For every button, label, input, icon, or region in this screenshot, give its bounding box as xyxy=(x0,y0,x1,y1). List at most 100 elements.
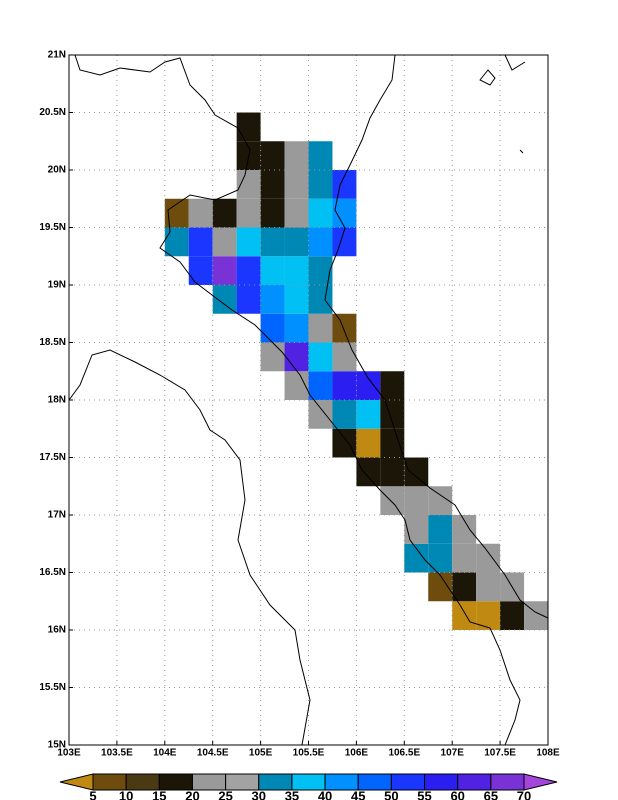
grid-cell xyxy=(332,428,357,458)
grid-cell xyxy=(380,400,405,429)
grid-cell xyxy=(308,141,333,170)
grid-cell xyxy=(188,256,213,285)
y-tick-label: 20N xyxy=(48,165,66,176)
grid-cell xyxy=(284,256,309,285)
colorbar-label: 25 xyxy=(218,788,232,800)
y-tick-label: 20.5N xyxy=(39,107,66,118)
geography xyxy=(68,54,549,746)
x-tick-label: 103.5E xyxy=(101,748,133,759)
grid-cell xyxy=(236,227,261,257)
y-tick-label: 19N xyxy=(48,280,66,291)
y-tick-label: 15N xyxy=(48,740,66,751)
grid-cell xyxy=(404,457,429,487)
grid-cell xyxy=(404,486,429,515)
grid-cell xyxy=(380,371,405,400)
grid-cell xyxy=(404,515,429,544)
grid-cell xyxy=(260,256,285,285)
grid-cell xyxy=(308,285,333,314)
colorbar-label: 50 xyxy=(384,788,398,800)
colorbar-label: 35 xyxy=(285,788,299,800)
grid-cell xyxy=(260,285,285,314)
grid-cell xyxy=(260,342,285,372)
cell-layer xyxy=(164,112,548,630)
grid-cell xyxy=(428,543,453,573)
y-tick-label: 18N xyxy=(48,395,66,406)
y-tick-label: 15.5N xyxy=(39,682,66,693)
grid-cell xyxy=(428,486,453,515)
grid-cell xyxy=(212,256,237,285)
grid-cell xyxy=(236,112,261,142)
grid-cell xyxy=(212,227,237,257)
grid-cell xyxy=(452,515,477,544)
grid-cell xyxy=(260,227,285,257)
y-tick-label: 21N xyxy=(48,50,66,61)
grid-cell xyxy=(380,457,405,487)
colorbar-label: 10 xyxy=(119,788,133,800)
grid-cell xyxy=(428,515,453,544)
grid-cell xyxy=(428,572,453,602)
colorbar-label: 55 xyxy=(417,788,431,800)
colorbar-triangle xyxy=(523,773,558,791)
grid-cell xyxy=(236,170,261,199)
grid-cell xyxy=(284,371,309,400)
island xyxy=(479,54,526,154)
grid-cell xyxy=(476,572,501,602)
grid-cell xyxy=(500,601,525,630)
colorbar-label: 45 xyxy=(351,788,365,800)
x-tick-label: 105E xyxy=(249,748,273,759)
grid-cell xyxy=(452,601,477,630)
y-tick-label: 16N xyxy=(48,625,66,636)
grid-cell xyxy=(452,543,477,573)
x-tick-label: 106E xyxy=(345,748,369,759)
grid-cell xyxy=(356,428,381,458)
x-tick-label: 104.5E xyxy=(197,748,229,759)
grid-cell xyxy=(308,170,333,199)
x-tick-label: 106.5E xyxy=(388,748,420,759)
grid-cell xyxy=(332,198,357,228)
grid-cell xyxy=(236,198,261,228)
grid-cell xyxy=(332,342,357,372)
coastline xyxy=(324,54,549,619)
grid-cell xyxy=(212,198,237,228)
grid-cell xyxy=(164,227,189,257)
grid-cell xyxy=(356,400,381,429)
colorbar: 5 10 15 20 25 30 35 40 45 50 55 60 65 70 xyxy=(59,773,558,800)
colorbar-label: 65 xyxy=(484,788,498,800)
grid-cell xyxy=(332,400,357,429)
border xyxy=(74,54,491,629)
y-tick-label: 19.5N xyxy=(39,222,66,233)
grid-cell xyxy=(260,141,285,170)
grid-cell xyxy=(284,342,309,372)
grid-cell xyxy=(212,285,237,314)
border xyxy=(489,627,521,746)
axis-labels: 103E 103.5E 104E 104.5E 105E 105.5E 106E 106.5E… xyxy=(39,50,560,759)
grid-cell xyxy=(476,601,501,630)
grid-cell xyxy=(260,170,285,199)
grid-cell xyxy=(188,227,213,257)
grid-cell xyxy=(380,428,405,458)
y-tick-label: 17N xyxy=(48,510,66,521)
x-tick-label: 107E xyxy=(441,748,465,759)
border xyxy=(68,349,311,746)
grid-cell xyxy=(404,543,429,573)
grid-cell xyxy=(380,486,405,515)
x-tick-label: 108E xyxy=(536,748,560,759)
grid-cell xyxy=(284,313,309,343)
grid-cell xyxy=(284,170,309,199)
x-tick-label: 107.5E xyxy=(484,748,516,759)
grid-cell xyxy=(284,285,309,314)
grid-cell xyxy=(236,256,261,285)
grid-cell xyxy=(308,313,333,343)
grid-cell xyxy=(164,198,189,228)
x-tick-label: 103E xyxy=(57,748,81,759)
colorbar-label: 30 xyxy=(252,788,266,800)
grid-cell xyxy=(308,227,333,257)
grid-cell xyxy=(356,371,381,400)
grid-cell xyxy=(308,256,333,285)
colorbar-label: 20 xyxy=(185,788,199,800)
colorbar-label: 70 xyxy=(517,788,531,800)
grid-cell xyxy=(260,198,285,228)
grid-cell xyxy=(332,170,357,199)
colorbar-triangle xyxy=(59,773,94,791)
